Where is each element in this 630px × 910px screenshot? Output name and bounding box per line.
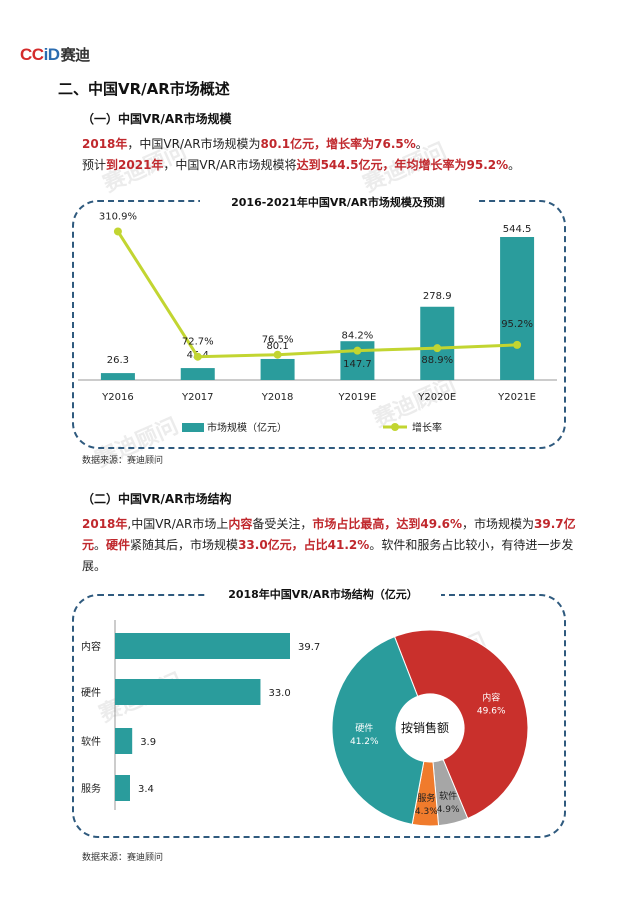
data-source: 数据来源：赛迪顾问 bbox=[82, 456, 164, 466]
section-paragraph: 2018年，中国VR/AR市场规模为80.1亿元，增长率为76.5%。 预计到2… bbox=[82, 137, 521, 172]
chart-title: 2018年中国VR/AR市场结构（亿元） bbox=[205, 586, 441, 602]
page-heading: 二、中国VR/AR市场概述 bbox=[58, 80, 230, 98]
data-source: 数据来源：赛迪顾问 bbox=[82, 853, 164, 863]
section-title: （一）中国VR/AR市场规模 bbox=[82, 112, 232, 126]
chart-title: 2016-2021年中国VR/AR市场规模及预测 bbox=[200, 194, 476, 210]
section-title: （二）中国VR/AR市场结构 bbox=[82, 492, 232, 506]
brand-logo: CCiD赛迪 bbox=[20, 45, 90, 64]
chart-frame bbox=[72, 200, 566, 449]
chart-frame bbox=[72, 594, 566, 838]
section-paragraph: 2018年,中国VR/AR市场上内容备受关注，市场占比最高，达到49.6%，市场… bbox=[82, 517, 576, 573]
